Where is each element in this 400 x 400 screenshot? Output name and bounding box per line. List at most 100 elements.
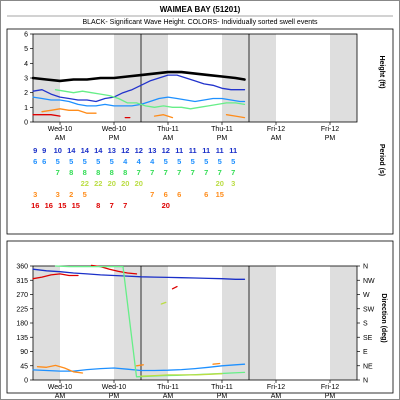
compass-label: S: [363, 321, 368, 328]
height-series-line: [54, 89, 246, 110]
compass-label: NE: [363, 363, 373, 370]
period-value: 4: [137, 157, 142, 166]
period-value: 8: [83, 168, 87, 177]
period-value: 20: [108, 179, 116, 188]
period-value: 8: [96, 168, 100, 177]
period-value: 20: [216, 179, 224, 188]
direction-x-half-label: AM: [271, 393, 282, 400]
height-x-ticks: Wed-10 AM Wed-10 PM Thu-11 AM Thu-11 PM Fri-12 AM…: [48, 122, 339, 142]
period-value: 5: [164, 157, 168, 166]
period-value: 16: [45, 201, 53, 210]
period-value: 15: [58, 201, 66, 210]
period-value: 6: [204, 190, 208, 199]
compass-label: SW: [363, 306, 375, 313]
period-value: 5: [110, 157, 114, 166]
direction-y-tick-label: 225: [16, 306, 28, 313]
direction-y-label: Direction (deg): [380, 293, 387, 342]
height-series-line: [225, 114, 246, 119]
period-label: Period (s): [378, 144, 385, 176]
direction-x-ticks: Wed-10 AM Wed-10 PM Thu-11 AM Thu-11 PM Fri-12 AM…: [48, 380, 339, 400]
height-x-day-label: Fri-12: [321, 126, 339, 133]
period-value: 11: [202, 146, 210, 155]
direction-series-line: [171, 285, 178, 290]
direction-x-half-label: PM: [325, 393, 336, 400]
period-table: 9 9 10 14 14 14 13 12 12 13 12 11 11 11 11 116 6 5 5 5 5 5 4 4 4…: [31, 146, 237, 210]
chart-subtitle: BLACK- Significant Wave Height. COLORS- …: [82, 19, 318, 26]
height-x-day-label: Thu-11: [157, 126, 179, 133]
period-value: 7: [123, 201, 127, 210]
height-night-bands: [33, 34, 357, 122]
height-y-tick-label: 2: [24, 90, 28, 97]
period-value: 5: [83, 190, 87, 199]
period-value: 4: [150, 157, 155, 166]
period-value: 6: [164, 190, 168, 199]
period-value: 7: [150, 168, 154, 177]
period-value: 4: [123, 157, 128, 166]
height-x-half-label: AM: [163, 135, 174, 142]
height-x-half-label: PM: [109, 135, 120, 142]
period-value: 12: [162, 146, 170, 155]
height-x-half-label: PM: [325, 135, 336, 142]
period-value: 3: [33, 190, 37, 199]
height-x-half-label: AM: [271, 135, 282, 142]
period-value: 12: [121, 146, 129, 155]
direction-plot-box: [32, 265, 358, 381]
height-x-half-label: PM: [217, 135, 228, 142]
period-value: 13: [108, 146, 116, 155]
direction-panel-frame: [6, 240, 394, 394]
height-y-ticks: 0 1 2 3 4 5 6: [24, 32, 33, 127]
period-value: 9: [33, 146, 37, 155]
direction-series-line: [135, 364, 144, 367]
period-value: 5: [231, 157, 235, 166]
period-value: 8: [96, 201, 100, 210]
period-value: 11: [189, 146, 197, 155]
direction-night-band: [330, 266, 357, 380]
compass-ticks: N NE E SE S SW W NW N: [357, 264, 375, 385]
direction-night-bands: [33, 266, 357, 380]
period-value: 5: [69, 157, 73, 166]
height-x-day-label: Thu-11: [211, 126, 233, 133]
height-x-day-label: Fri-12: [267, 126, 285, 133]
direction-series-line: [36, 364, 84, 374]
height-series-line: [32, 114, 61, 117]
period-value: 7: [56, 168, 60, 177]
height-grid: [32, 33, 358, 123]
period-value: 9: [42, 146, 46, 155]
compass-label: E: [363, 349, 368, 356]
period-value: 15: [72, 201, 80, 210]
height-y-tick-label: 6: [24, 32, 28, 39]
period-value: 2: [69, 190, 73, 199]
direction-x-half-label: AM: [55, 393, 66, 400]
height-series-line: [41, 108, 97, 114]
period-value: 7: [110, 201, 114, 210]
direction-series-line: [32, 268, 246, 280]
period-value: 5: [96, 157, 100, 166]
period-value: 5: [177, 157, 181, 166]
direction-night-band: [33, 266, 60, 380]
direction-series-line: [212, 362, 221, 365]
compass-label: N: [363, 264, 368, 271]
period-value: 5: [56, 157, 60, 166]
period-value: 20: [121, 179, 129, 188]
direction-x-day-label: Fri-12: [267, 384, 285, 391]
direction-y-tick-label: 135: [16, 335, 28, 342]
period-value: 5: [83, 157, 87, 166]
height-y-label: Height (ft): [378, 55, 385, 88]
period-value: 8: [123, 168, 127, 177]
direction-series-line: [160, 301, 167, 305]
height-y-tick-label: 3: [24, 76, 28, 83]
height-series-line: [32, 74, 246, 103]
direction-night-band: [141, 266, 168, 380]
compass-label: SE: [363, 335, 373, 342]
height-night-band: [249, 34, 276, 122]
direction-y-tick-label: 45: [20, 363, 28, 370]
direction-y-tick-label: 180: [16, 321, 28, 328]
height-night-band: [330, 34, 357, 122]
chart-title: WAIMEA BAY (51201): [160, 5, 241, 14]
period-value: 20: [162, 201, 170, 210]
period-value: 6: [177, 190, 181, 199]
height-plot-box: [32, 33, 358, 123]
height-y-tick-label: 4: [24, 61, 28, 68]
direction-x-day-label: Wed-10: [102, 384, 126, 391]
